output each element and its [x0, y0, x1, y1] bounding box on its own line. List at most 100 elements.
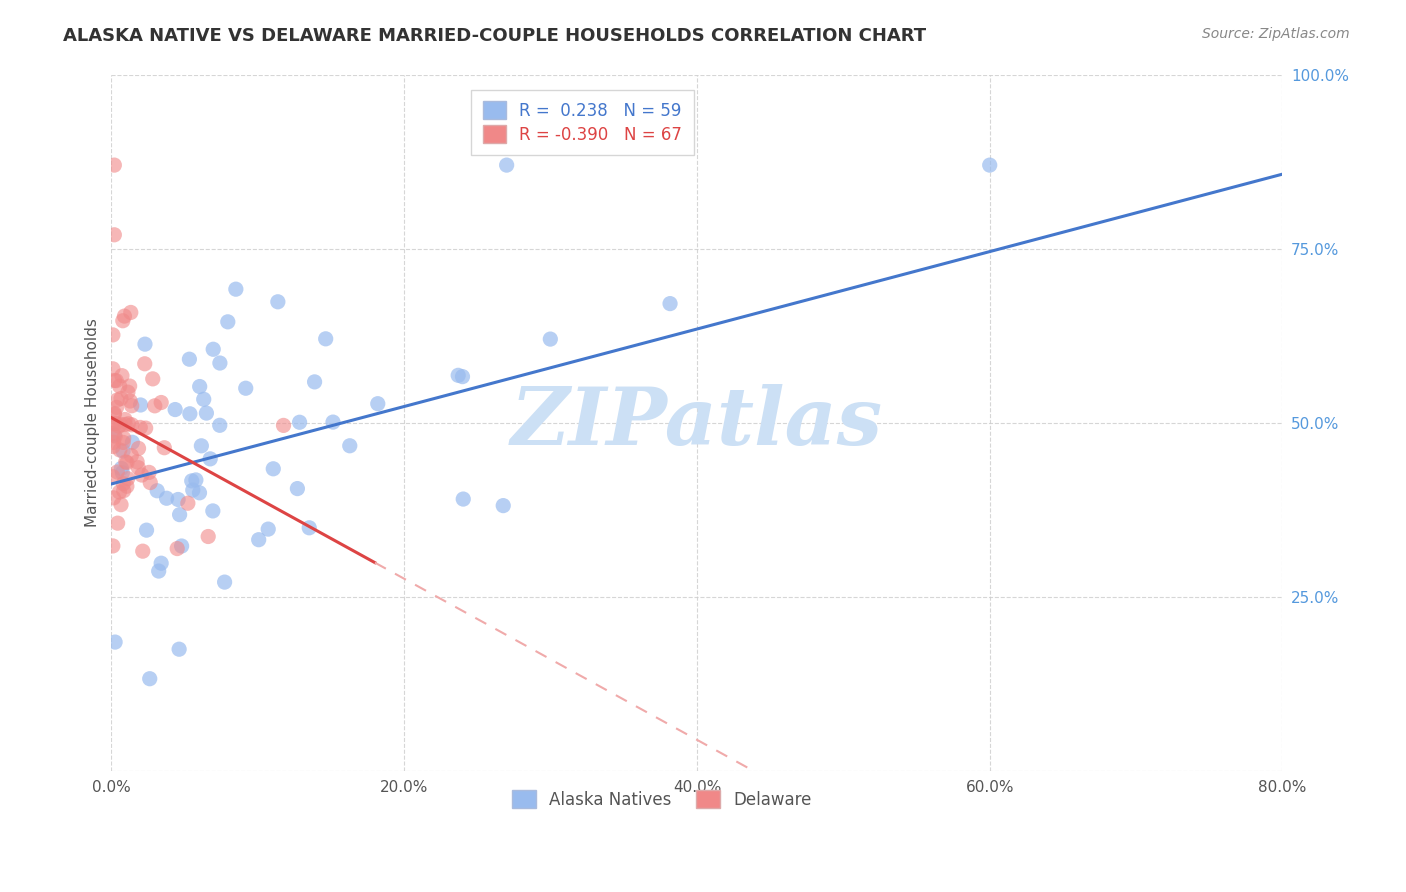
Point	[103, 435, 125, 450]
Point	[225, 282, 247, 296]
Point	[184, 473, 207, 487]
Point	[139, 475, 162, 490]
Point	[132, 544, 155, 558]
Point	[121, 435, 143, 450]
Point	[322, 415, 344, 429]
Point	[146, 483, 169, 498]
Point	[120, 449, 142, 463]
Point	[143, 399, 166, 413]
Point	[451, 491, 474, 506]
Point	[101, 417, 124, 431]
Point	[103, 158, 125, 172]
Point	[127, 460, 149, 475]
Point	[110, 461, 132, 475]
Point	[117, 417, 139, 431]
Point	[1301, 277, 1323, 291]
Point	[181, 483, 204, 497]
Point	[315, 332, 337, 346]
Point	[197, 529, 219, 543]
Point	[190, 439, 212, 453]
Point	[150, 395, 173, 409]
Point	[112, 444, 135, 458]
Point	[103, 406, 125, 420]
Point	[273, 418, 295, 433]
Point	[112, 431, 135, 445]
Point	[103, 227, 125, 242]
Point	[114, 455, 136, 469]
Point	[298, 521, 321, 535]
Point	[112, 435, 135, 450]
Point	[101, 469, 124, 483]
Point	[447, 368, 470, 383]
Point	[188, 485, 211, 500]
Point	[120, 394, 142, 409]
Point	[165, 402, 187, 417]
Point	[105, 465, 128, 479]
Point	[117, 472, 139, 486]
Point	[247, 533, 270, 547]
Point	[101, 426, 124, 441]
Point	[114, 417, 136, 432]
Point	[195, 406, 218, 420]
Point	[979, 158, 1001, 172]
Text: ALASKA NATIVE VS DELAWARE MARRIED-COUPLE HOUSEHOLDS CORRELATION CHART: ALASKA NATIVE VS DELAWARE MARRIED-COUPLE…	[63, 27, 927, 45]
Point	[217, 315, 239, 329]
Point	[169, 508, 191, 522]
Point	[179, 352, 201, 367]
Y-axis label: Married-couple Households: Married-couple Households	[86, 318, 100, 527]
Point	[287, 482, 309, 496]
Point	[101, 539, 124, 553]
Point	[339, 439, 361, 453]
Point	[155, 491, 177, 506]
Point	[135, 421, 157, 435]
Point	[257, 522, 280, 536]
Point	[108, 379, 131, 393]
Point	[127, 455, 149, 469]
Point	[111, 368, 134, 383]
Point	[112, 476, 135, 491]
Point	[538, 332, 561, 346]
Legend: Alaska Natives, Delaware: Alaska Natives, Delaware	[506, 784, 818, 815]
Point	[150, 556, 173, 570]
Point	[492, 499, 515, 513]
Point	[107, 516, 129, 531]
Point	[129, 420, 152, 434]
Point	[118, 379, 141, 393]
Point	[167, 642, 190, 657]
Point	[121, 399, 143, 413]
Point	[214, 575, 236, 590]
Point	[108, 443, 131, 458]
Point	[177, 496, 200, 510]
Point	[105, 374, 128, 388]
Point	[111, 466, 134, 480]
Point	[180, 474, 202, 488]
Point	[166, 541, 188, 556]
Point	[104, 417, 127, 431]
Point	[262, 462, 284, 476]
Point	[103, 428, 125, 442]
Point	[114, 412, 136, 426]
Point	[108, 419, 131, 434]
Point	[110, 392, 132, 406]
Point	[103, 408, 125, 422]
Point	[235, 381, 257, 395]
Point	[121, 417, 143, 432]
Point	[208, 418, 231, 433]
Point	[367, 397, 389, 411]
Point	[202, 343, 225, 357]
Point	[304, 375, 326, 389]
Point	[114, 309, 136, 323]
Point	[134, 337, 156, 351]
Point	[288, 415, 311, 429]
Point	[129, 398, 152, 412]
Point	[451, 369, 474, 384]
Point	[193, 392, 215, 407]
Point	[108, 485, 131, 500]
Point	[115, 479, 138, 493]
Point	[208, 356, 231, 370]
Point	[131, 468, 153, 483]
Point	[101, 361, 124, 376]
Point	[117, 385, 139, 400]
Point	[104, 429, 127, 443]
Point	[495, 158, 517, 172]
